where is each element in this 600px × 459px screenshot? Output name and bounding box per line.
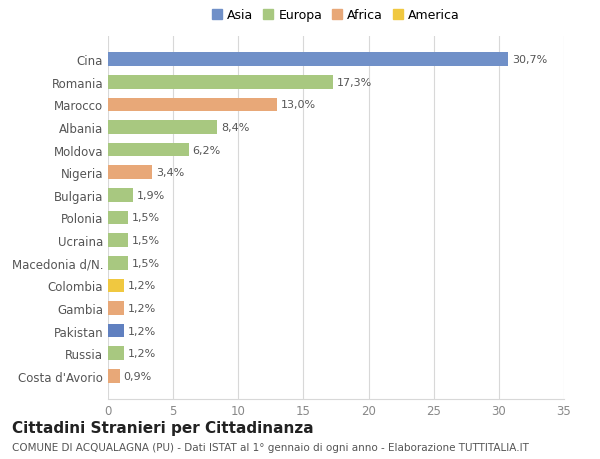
Text: COMUNE DI ACQUALAGNA (PU) - Dati ISTAT al 1° gennaio di ogni anno - Elaborazione: COMUNE DI ACQUALAGNA (PU) - Dati ISTAT a… bbox=[12, 442, 529, 452]
Text: Cittadini Stranieri per Cittadinanza: Cittadini Stranieri per Cittadinanza bbox=[12, 420, 314, 435]
Bar bbox=[108, 324, 124, 338]
Bar bbox=[108, 121, 217, 134]
Bar bbox=[108, 76, 334, 90]
Text: 8,4%: 8,4% bbox=[221, 123, 250, 133]
Text: 1,5%: 1,5% bbox=[131, 258, 160, 268]
Bar bbox=[108, 53, 508, 67]
Bar bbox=[108, 302, 124, 315]
Text: 1,9%: 1,9% bbox=[137, 190, 165, 201]
Bar bbox=[108, 189, 133, 202]
Bar bbox=[108, 234, 128, 247]
Bar bbox=[108, 257, 128, 270]
Bar bbox=[108, 98, 277, 112]
Bar bbox=[108, 279, 124, 292]
Text: 1,5%: 1,5% bbox=[131, 235, 160, 246]
Bar bbox=[108, 369, 120, 383]
Text: 13,0%: 13,0% bbox=[281, 100, 316, 110]
Text: 1,5%: 1,5% bbox=[131, 213, 160, 223]
Text: 1,2%: 1,2% bbox=[128, 348, 156, 358]
Text: 3,4%: 3,4% bbox=[156, 168, 184, 178]
Text: 6,2%: 6,2% bbox=[193, 146, 221, 155]
Text: 1,2%: 1,2% bbox=[128, 281, 156, 291]
Bar bbox=[108, 347, 124, 360]
Text: 1,2%: 1,2% bbox=[128, 303, 156, 313]
Bar bbox=[108, 166, 152, 179]
Text: 0,9%: 0,9% bbox=[124, 371, 152, 381]
Text: 17,3%: 17,3% bbox=[337, 78, 373, 88]
Bar bbox=[108, 211, 128, 225]
Text: 30,7%: 30,7% bbox=[512, 55, 547, 65]
Legend: Asia, Europa, Africa, America: Asia, Europa, Africa, America bbox=[209, 7, 463, 25]
Text: 1,2%: 1,2% bbox=[128, 326, 156, 336]
Bar bbox=[108, 144, 189, 157]
